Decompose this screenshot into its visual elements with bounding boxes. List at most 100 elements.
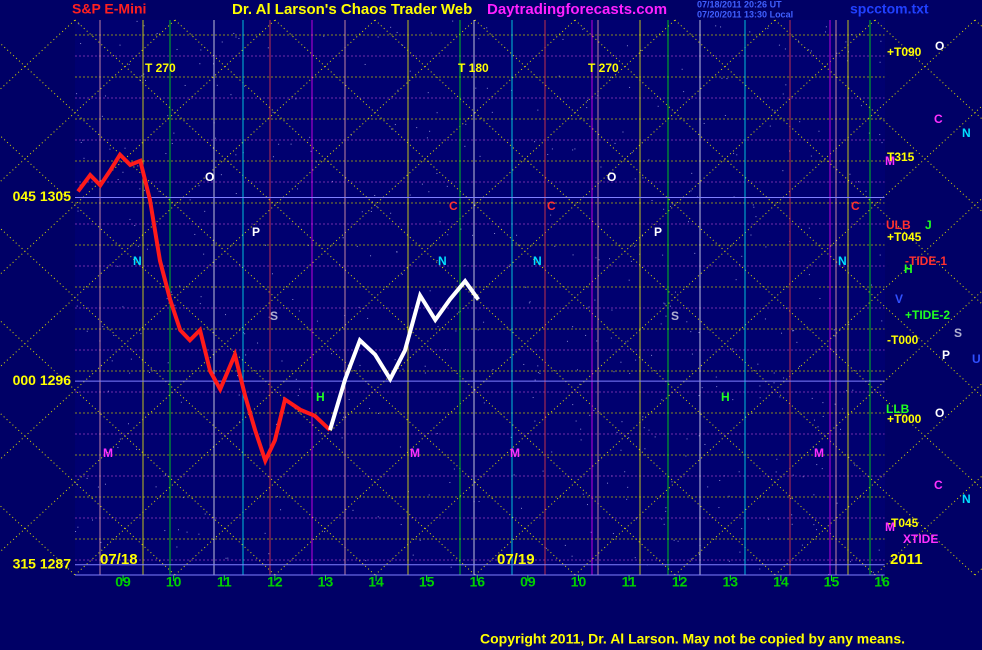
star xyxy=(295,98,297,100)
star xyxy=(825,26,827,28)
star xyxy=(238,38,240,40)
star xyxy=(724,115,726,117)
star xyxy=(76,93,78,95)
star xyxy=(620,361,622,363)
star xyxy=(613,371,615,373)
star xyxy=(290,143,292,145)
star xyxy=(134,225,136,227)
star xyxy=(323,35,325,37)
star xyxy=(537,365,539,367)
annotation: LLB xyxy=(886,402,910,416)
star xyxy=(227,557,229,559)
star xyxy=(622,131,624,133)
star xyxy=(865,190,867,192)
star xyxy=(732,348,734,350)
star xyxy=(429,290,431,292)
annotation: M xyxy=(510,446,520,460)
decor-line xyxy=(0,19,476,461)
star xyxy=(225,557,227,559)
star xyxy=(483,402,485,404)
star xyxy=(685,455,687,457)
annotation: M xyxy=(814,446,824,460)
star xyxy=(675,291,677,293)
star xyxy=(281,360,283,362)
chart-title: Dr. Al Larson's Chaos Trader Web xyxy=(232,1,472,18)
star xyxy=(813,494,815,496)
star xyxy=(628,279,630,281)
star xyxy=(698,332,700,334)
star xyxy=(554,245,556,247)
star xyxy=(483,321,485,323)
star xyxy=(642,177,644,179)
star xyxy=(238,394,240,396)
decor-line xyxy=(0,19,376,368)
star xyxy=(204,210,206,212)
star xyxy=(715,25,717,27)
star xyxy=(611,309,613,311)
star xyxy=(91,519,93,521)
star xyxy=(517,244,519,246)
star xyxy=(315,161,317,163)
star xyxy=(749,31,751,33)
star xyxy=(620,449,622,451)
star xyxy=(736,154,738,156)
star xyxy=(416,127,418,129)
decor-line xyxy=(474,105,982,576)
star xyxy=(189,199,191,201)
star xyxy=(660,323,662,325)
star xyxy=(521,507,523,509)
star xyxy=(607,482,609,484)
star xyxy=(849,561,851,563)
star xyxy=(870,284,872,286)
decor-line xyxy=(674,290,982,576)
star xyxy=(391,128,393,130)
star xyxy=(608,258,610,260)
annotation: -T000 xyxy=(887,333,919,347)
annotation: T 270 xyxy=(588,61,619,75)
annotation: M xyxy=(885,520,895,534)
star xyxy=(791,523,793,525)
star xyxy=(634,557,636,559)
annotation: +T045 xyxy=(887,230,922,244)
star xyxy=(508,265,510,267)
star xyxy=(822,415,824,417)
star xyxy=(673,539,675,541)
star xyxy=(642,416,644,418)
star xyxy=(331,180,333,182)
star xyxy=(779,396,781,398)
star xyxy=(122,171,124,173)
star xyxy=(681,68,683,70)
star xyxy=(401,273,403,275)
star xyxy=(396,251,398,253)
star xyxy=(672,203,674,205)
star xyxy=(271,273,273,275)
x-tick-label: 14 xyxy=(368,574,384,590)
star xyxy=(166,298,168,300)
star xyxy=(663,302,665,304)
star xyxy=(235,193,237,195)
star xyxy=(665,507,667,509)
star xyxy=(593,409,595,411)
star xyxy=(100,541,102,543)
star xyxy=(491,111,493,113)
star xyxy=(486,27,488,29)
star xyxy=(627,486,629,488)
star xyxy=(409,70,411,72)
star xyxy=(464,145,466,147)
annotation: ULB xyxy=(886,218,911,232)
star xyxy=(174,304,176,306)
star xyxy=(644,448,646,450)
x-tick-label: 09 xyxy=(520,574,536,590)
star xyxy=(167,362,169,364)
star xyxy=(396,31,398,33)
star xyxy=(243,85,245,87)
star xyxy=(155,486,157,488)
star xyxy=(631,152,633,154)
star xyxy=(298,310,300,312)
star xyxy=(458,311,460,313)
star xyxy=(571,555,573,557)
star xyxy=(579,383,581,385)
annotation: 07/19 xyxy=(497,551,535,568)
star xyxy=(182,497,184,499)
star xyxy=(773,382,775,384)
